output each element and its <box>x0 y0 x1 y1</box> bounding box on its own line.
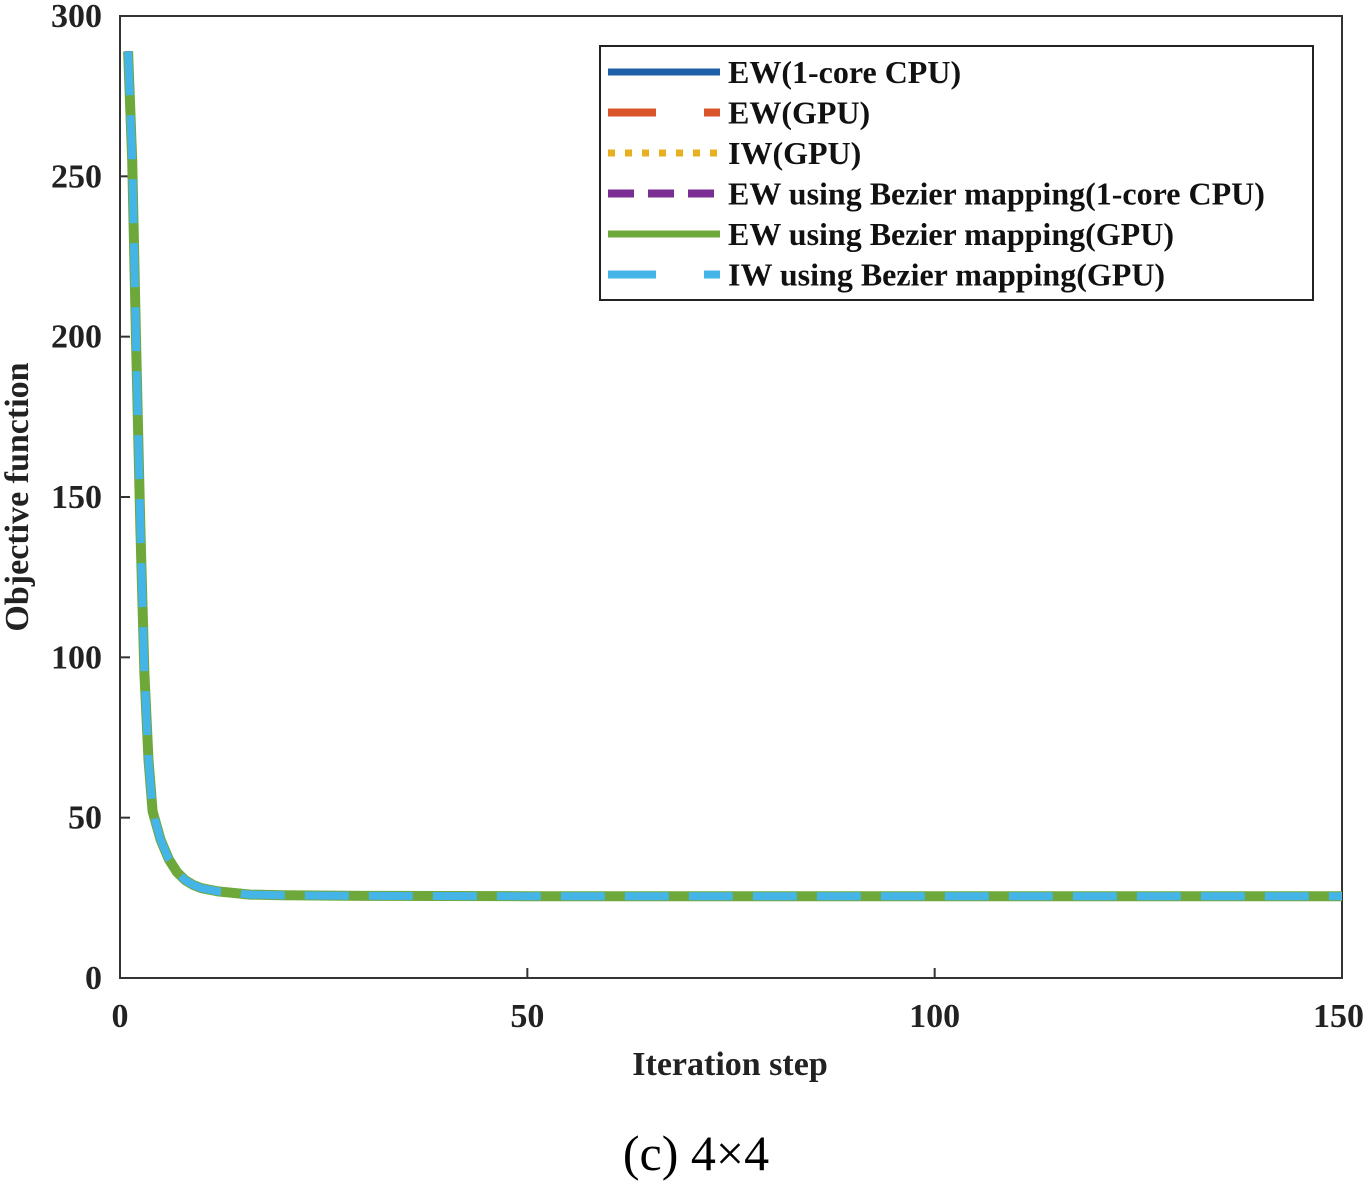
y-tick-label: 0 <box>85 960 102 997</box>
x-tick-label: 150 <box>1313 998 1364 1035</box>
series-line <box>124 51 1342 901</box>
legend-label: EW(GPU) <box>728 95 870 131</box>
y-axis-label: Objective function <box>0 362 36 631</box>
y-tick-label: 250 <box>51 158 102 195</box>
y-tick-label: 150 <box>51 479 102 516</box>
x-tick-label: 50 <box>510 998 544 1035</box>
x-axis-ticks: 0 50 100 150 <box>112 968 1364 1035</box>
y-tick-label: 100 <box>51 639 102 676</box>
y-tick-label: 300 <box>51 0 102 35</box>
y-tick-label: 200 <box>51 319 102 356</box>
y-tick-label: 50 <box>68 800 102 837</box>
legend-label: EW using Bezier mapping(1-core CPU) <box>728 176 1265 212</box>
legend-label: EW using Bezier mapping(GPU) <box>728 216 1174 252</box>
legend-label: EW(1-core CPU) <box>728 54 961 90</box>
x-tick-label: 100 <box>909 998 960 1035</box>
x-axis-label: Iteration step <box>632 1046 827 1083</box>
y-axis-ticks: 0 50 100 150 200 250 300 <box>51 0 130 997</box>
series-lines <box>123 51 1342 902</box>
legend: EW(1-core CPU) EW(GPU) IW(GPU) EW using Bez… <box>599 45 1314 301</box>
legend-label: IW using Bezier mapping(GPU) <box>728 257 1165 293</box>
x-tick-label: 0 <box>112 998 129 1035</box>
legend-box <box>599 45 1314 301</box>
legend-label: IW(GPU) <box>728 135 861 171</box>
figure-caption: (c) 4×4 <box>623 1125 769 1181</box>
